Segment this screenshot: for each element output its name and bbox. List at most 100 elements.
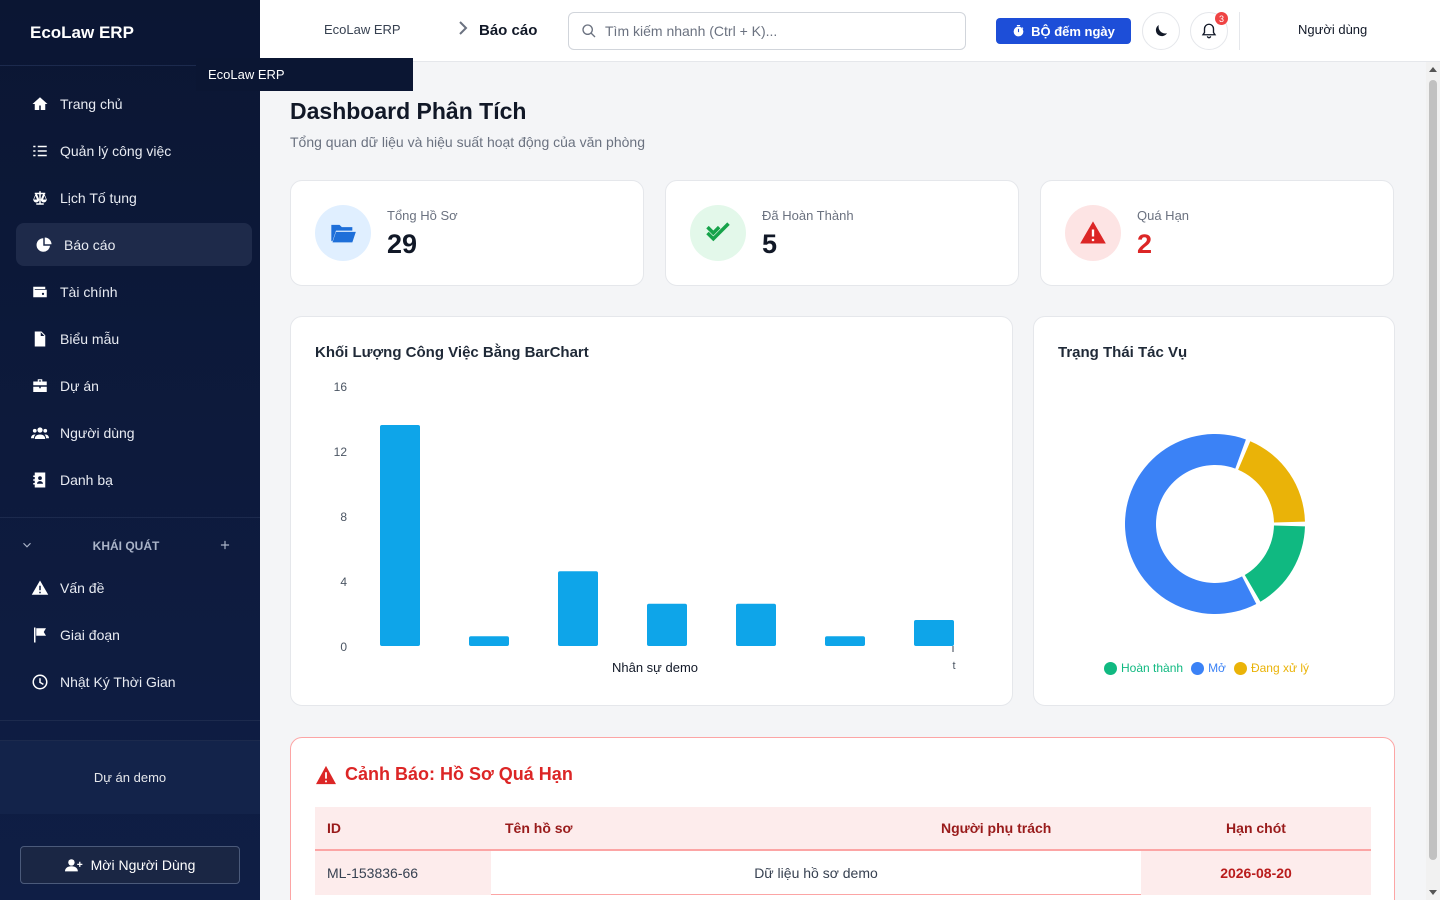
stat-card-total: Tổng Hồ Sơ 29	[290, 180, 644, 286]
donut-slice[interactable]	[1244, 525, 1305, 602]
legend-label: Hoàn thành	[1121, 661, 1184, 675]
bar[interactable]	[469, 636, 509, 646]
y-tick-label: 12	[334, 445, 348, 459]
donut-legend: Hoàn thành Mở Đang xử lý	[1104, 661, 1317, 675]
legend-item[interactable]: Hoàn thành	[1104, 661, 1183, 675]
scroll-down-arrow-icon[interactable]	[1429, 890, 1437, 895]
bell-icon	[1201, 23, 1217, 39]
cell-id: ML-153836-66	[315, 850, 491, 895]
y-tick-label: 0	[340, 640, 347, 654]
day-counter-button[interactable]: BỘ đếm ngày	[996, 18, 1131, 44]
x-tick-label: t	[952, 660, 955, 672]
legend-dot	[1191, 661, 1205, 675]
sidebar-divider	[0, 517, 260, 518]
bar-chart-card: Khối Lượng Công Việc Bằng BarChart 16 12 8…	[290, 316, 1013, 706]
search-box[interactable]	[568, 12, 966, 50]
topbar: EcoLaw ERP Báo cáo BỘ đếm ngày 3 Người d…	[260, 0, 1440, 62]
legend-dot	[1233, 661, 1247, 675]
y-tick-label: 8	[340, 510, 347, 524]
table-row[interactable]: ML-153836-66 Dữ liệu hồ sơ demo 2026-08-…	[315, 850, 1371, 895]
moon-icon	[1155, 25, 1167, 37]
sidebar-item-timelog[interactable]: Nhật Ký Thời Gian	[16, 660, 252, 703]
cell-deadline: 2026-08-20	[1141, 850, 1371, 895]
stat-label: Quá Hạn	[1137, 208, 1190, 223]
briefcase-icon	[30, 376, 50, 396]
wallet-icon	[30, 282, 50, 302]
sidebar-item-litigation[interactable]: Lịch Tố tụng	[16, 176, 252, 219]
search-icon	[582, 24, 596, 38]
sidebar-item-finance[interactable]: Tài chính	[16, 270, 252, 313]
sidebar-item-home[interactable]: Trang chủ	[16, 82, 252, 125]
overdue-alert-card: Cảnh Báo: Hồ Sơ Quá Hạn ID Tên hồ sơ Ngư…	[290, 737, 1395, 900]
stat-label: Đã Hoàn Thành	[762, 208, 854, 223]
donut-chart-title: Trạng Thái Tác Vụ	[1058, 344, 1188, 361]
legend-item[interactable]: Mở	[1191, 661, 1226, 675]
page-title: Dashboard Phân Tích	[290, 98, 527, 124]
day-counter-label: BỘ đếm ngày	[1031, 23, 1115, 39]
sidebar-item-forms[interactable]: Biểu mẫu	[16, 317, 252, 360]
user-menu[interactable]: Người dùng	[1298, 22, 1368, 37]
page-scrollbar[interactable]	[1426, 62, 1440, 900]
sidebar-item-label: Danh bạ	[60, 471, 113, 488]
sidebar-item-contacts[interactable]: Danh bạ	[16, 458, 252, 501]
page-subtitle: Tổng quan dữ liệu và hiệu suất hoạt động…	[290, 134, 645, 150]
column-header-id[interactable]: ID	[327, 820, 341, 836]
bar[interactable]	[380, 425, 420, 646]
invite-user-label: Mời Người Dùng	[90, 857, 196, 873]
legend-dot	[1104, 661, 1117, 675]
bar[interactable]	[736, 603, 776, 646]
add-section-icon[interactable]	[218, 538, 232, 555]
alert-title-text: Cảnh Báo: Hồ Sơ Quá Hạn	[345, 764, 573, 784]
search-input[interactable]	[605, 23, 945, 39]
file-icon	[30, 329, 50, 349]
sidebar-item-label: Giai đoạn	[60, 626, 120, 643]
column-header-name[interactable]: Tên hồ sơ	[505, 820, 573, 836]
task-list-icon	[30, 141, 50, 161]
bar[interactable]	[558, 571, 598, 646]
y-tick-label: 4	[340, 575, 347, 589]
column-header-owner[interactable]: Người phụ trách	[941, 820, 1052, 836]
legend-item[interactable]: Đang xử lý	[1233, 661, 1309, 675]
pie-chart-icon	[34, 235, 54, 255]
x-axis-label: Nhân sự demo	[612, 660, 698, 675]
sidebar-item-label: Quản lý công việc	[60, 142, 172, 159]
stat-value: 29	[387, 229, 418, 259]
alert-title: Cảnh Báo: Hồ Sơ Quá Hạn	[315, 764, 573, 785]
scroll-up-arrow-icon[interactable]	[1429, 67, 1437, 72]
bar-chart-title: Khối Lượng Công Việc Bằng BarChart	[315, 344, 589, 361]
bar[interactable]	[647, 603, 687, 646]
sidebar-item-stages[interactable]: Giai đoạn	[16, 613, 252, 656]
collapse-chevron-icon[interactable]	[20, 538, 34, 555]
sidebar: EcoLaw ERP Trang chủ Quản lý công việc L…	[0, 0, 260, 900]
sidebar-item-users[interactable]: Người dùng	[16, 411, 252, 454]
sidebar-item-issues[interactable]: Vấn đề	[16, 566, 252, 609]
warning-icon	[30, 578, 50, 598]
contact-book-icon	[30, 470, 50, 490]
column-header-deadline[interactable]: Hạn chót	[1226, 820, 1286, 836]
sidebar-item-label: Trang chủ	[60, 95, 123, 112]
donut-slice[interactable]	[1238, 441, 1305, 523]
users-icon	[30, 423, 50, 443]
scrollbar-thumb[interactable]	[1429, 80, 1437, 860]
theme-toggle-button[interactable]	[1142, 12, 1180, 50]
sidebar-nav: Trang chủ Quản lý công việc Lịch Tố tụng…	[0, 66, 260, 501]
bar[interactable]	[914, 620, 954, 646]
project-selector[interactable]: Dự án demo	[0, 740, 260, 814]
folder-icon	[315, 205, 371, 261]
breadcrumb-current: Báo cáo	[479, 22, 538, 39]
sidebar-section-header: KHÁI QUÁT	[0, 526, 260, 566]
stat-card-overdue: Quá Hạn 2	[1040, 180, 1394, 286]
sidebar-item-reports[interactable]: Báo cáo	[16, 223, 252, 266]
breadcrumb-home[interactable]: EcoLaw ERP	[324, 22, 401, 37]
invite-user-button[interactable]: Mời Người Dùng	[20, 846, 240, 884]
overdue-table: ID Tên hồ sơ Người phụ trách Hạn chót ML…	[315, 807, 1371, 895]
notifications-button[interactable]: 3	[1190, 12, 1228, 50]
bar[interactable]	[825, 636, 865, 646]
sidebar-subnav: Vấn đề Giai đoạn Nhật Ký Thời Gian	[0, 566, 260, 703]
sidebar-item-projects[interactable]: Dự án	[16, 364, 252, 407]
sidebar-item-tasks[interactable]: Quản lý công việc	[16, 129, 252, 172]
sidebar-item-label: Dự án	[60, 377, 99, 394]
brand-logo[interactable]: EcoLaw ERP	[0, 0, 260, 66]
donut-slice[interactable]	[1125, 434, 1257, 614]
sidebar-item-label: Biểu mẫu	[60, 330, 120, 347]
